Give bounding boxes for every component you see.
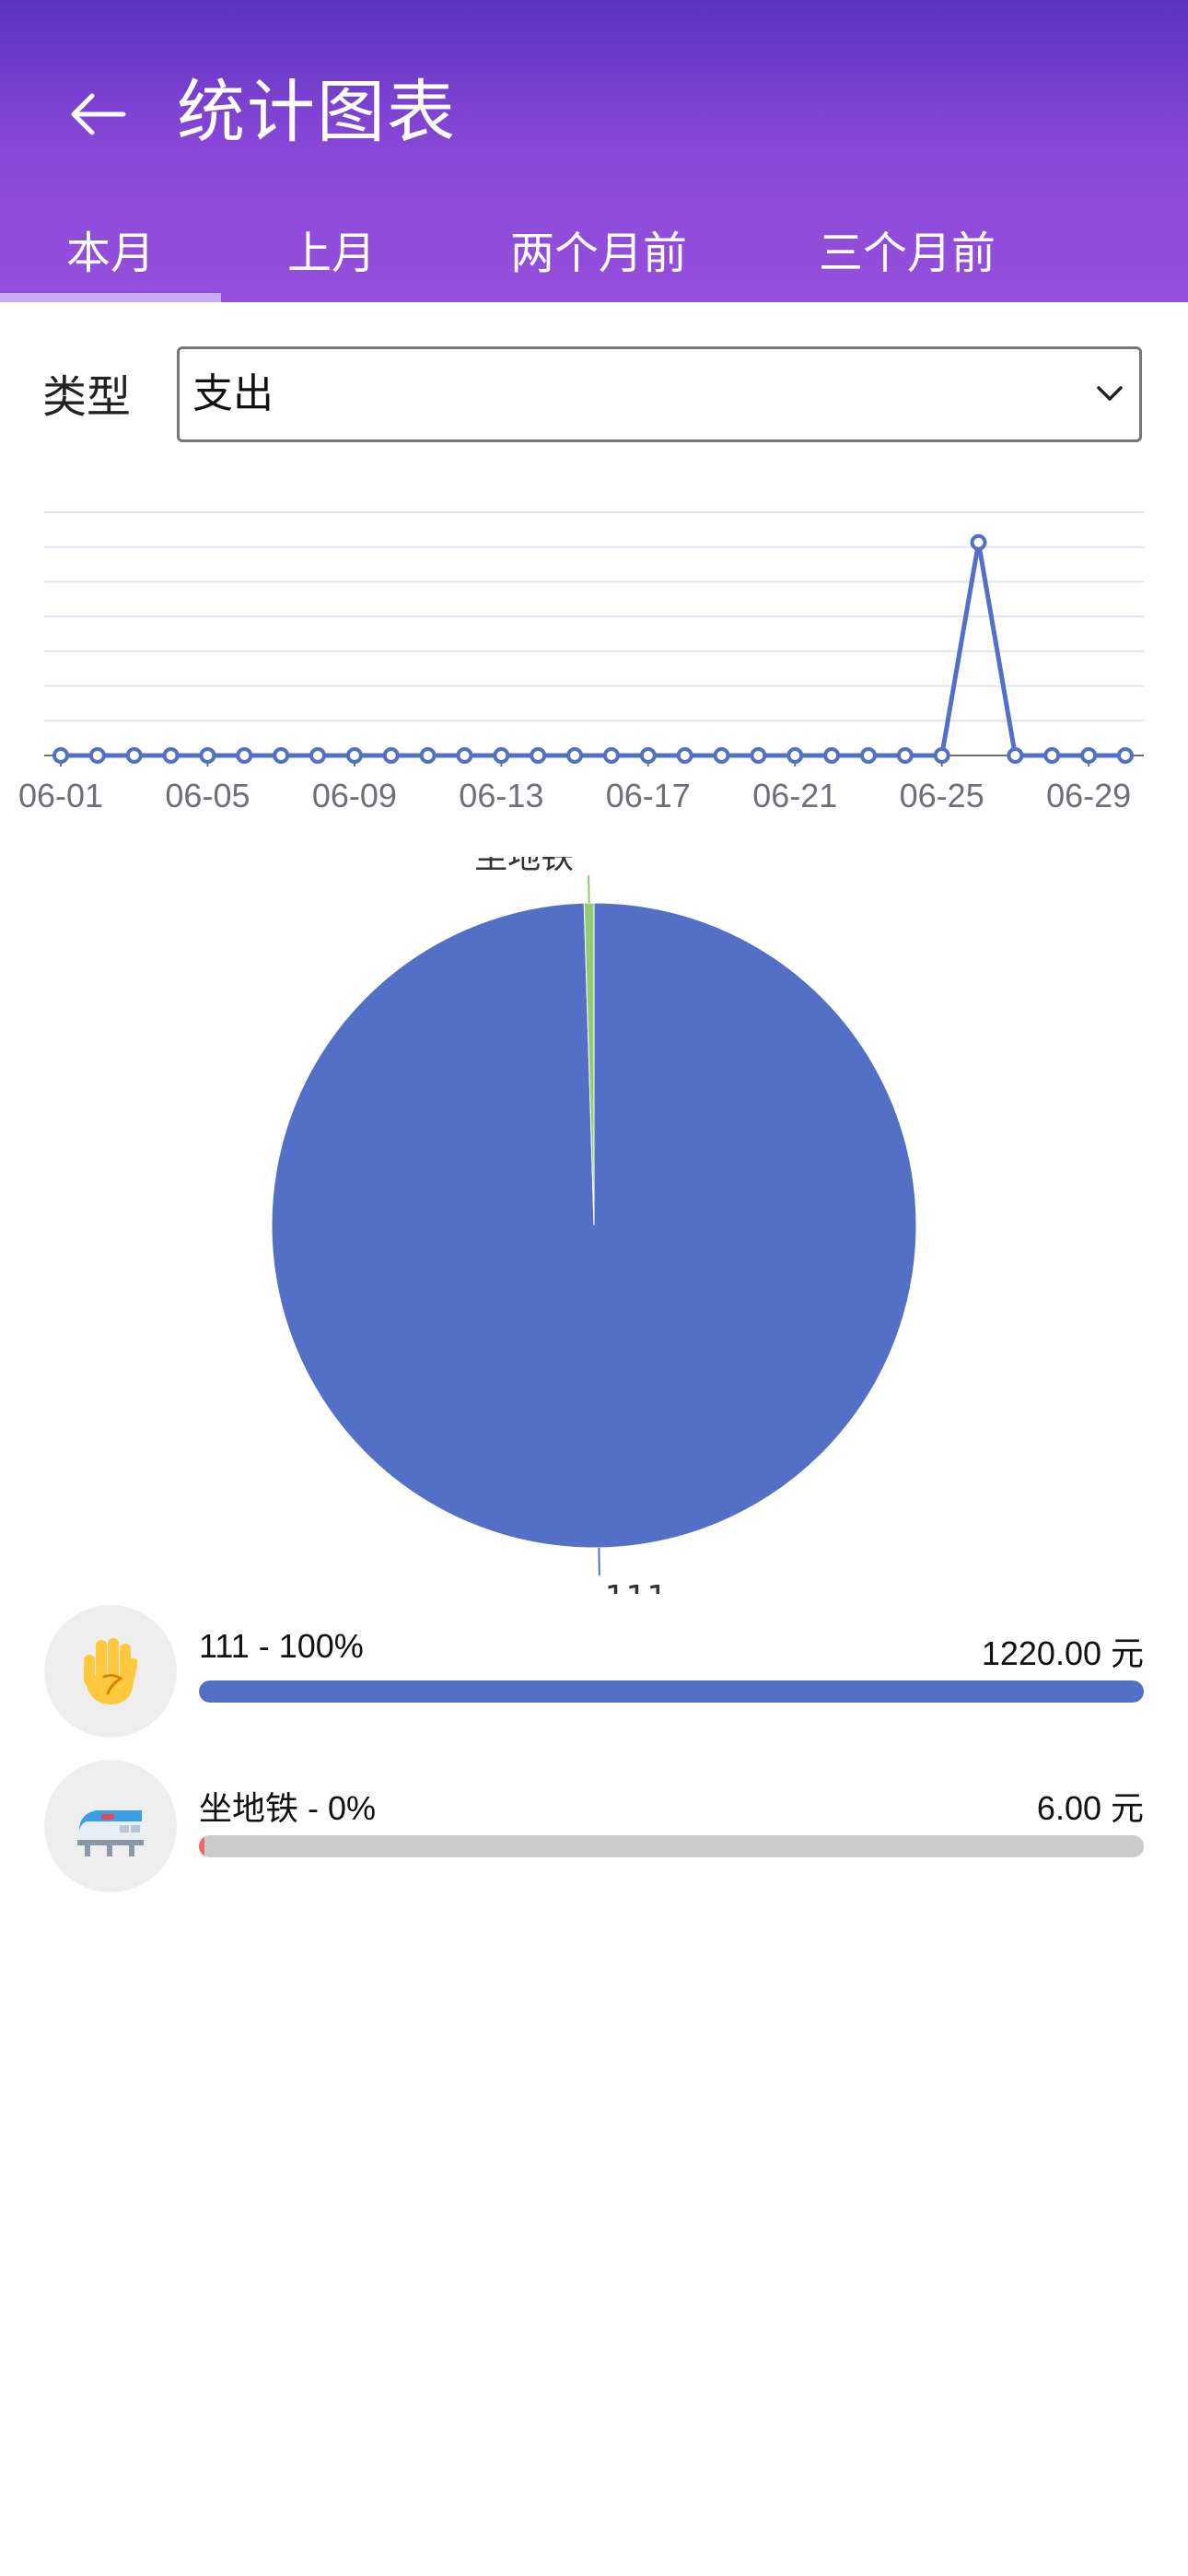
category-list: 111 - 100% 1220.00 元 坐地铁 - 0% 6.00 元 (0, 1603, 1188, 1913)
category-pie-chart: 111 坐地铁 (271, 857, 917, 1594)
data-point[interactable] (456, 747, 473, 764)
data-point[interactable] (713, 747, 730, 764)
data-point[interactable] (786, 747, 804, 764)
data-point[interactable] (52, 747, 69, 764)
data-point[interactable] (602, 747, 620, 764)
x-tick-label: 06-17 (606, 777, 691, 814)
data-point[interactable] (345, 747, 363, 764)
app-header: 统计图表 本月 上月 两个月前 三个月前 (0, 0, 1188, 302)
back-button[interactable] (57, 74, 138, 155)
data-point[interactable] (676, 747, 693, 764)
data-point[interactable] (493, 747, 510, 764)
x-tick-label: 06-01 (18, 777, 103, 814)
data-point[interactable] (639, 747, 657, 764)
type-select[interactable]: 支出 (177, 346, 1142, 442)
daily-line-chart: 06-01 06-05 06-09 06-13 06-17 06-21 06-25 06-29 (18, 511, 1144, 814)
data-point[interactable] (933, 747, 950, 764)
x-tick-label: 06-21 (752, 777, 837, 814)
x-tick-label: 06-05 (165, 777, 250, 814)
data-point[interactable] (970, 533, 987, 551)
arrow-left-icon (71, 93, 126, 135)
x-tick-label: 06-25 (900, 777, 984, 814)
data-point[interactable] (273, 747, 290, 764)
tab-this-month[interactable]: 本月 (65, 228, 155, 279)
category-icon-container (44, 1605, 177, 1738)
active-tab-indicator (0, 293, 221, 302)
data-point[interactable] (382, 747, 400, 764)
category-progress-fill (199, 1835, 204, 1857)
data-point[interactable] (1117, 747, 1134, 764)
category-row[interactable]: 坐地铁 - 0% 6.00 元 (0, 1758, 1188, 1913)
chevron-down-icon (1097, 386, 1123, 401)
data-point[interactable] (309, 747, 327, 764)
tab-last-month[interactable]: 上月 (286, 228, 376, 279)
train-icon (77, 1810, 144, 1856)
raised-hand-icon (84, 1638, 138, 1704)
data-point[interactable] (530, 747, 547, 764)
data-point[interactable] (125, 747, 143, 764)
category-name: 111 - 100% (199, 1627, 364, 1665)
x-tick-label: 06-29 (1046, 777, 1131, 814)
data-point[interactable] (1080, 747, 1098, 764)
data-point[interactable] (566, 747, 584, 764)
data-point[interactable] (162, 747, 180, 764)
data-point[interactable] (750, 747, 767, 764)
tab-two-months-ago[interactable]: 两个月前 (509, 228, 687, 279)
data-point[interactable] (859, 747, 877, 764)
x-tick-label: 06-09 (312, 777, 397, 814)
category-progress-bar (199, 1835, 1144, 1857)
period-tabs: 本月 上月 两个月前 三个月前 (0, 195, 1188, 302)
tab-three-months-ago[interactable]: 三个月前 (818, 228, 996, 279)
category-name: 坐地铁 - 0% (199, 1789, 377, 1827)
data-point[interactable] (823, 747, 841, 764)
type-label: 类型 (42, 371, 132, 423)
x-tick-label: 06-13 (459, 777, 543, 814)
data-point[interactable] (896, 747, 914, 764)
pie-slice[interactable] (583, 902, 595, 1226)
data-point[interactable] (1007, 747, 1024, 764)
category-row[interactable]: 111 - 100% 1220.00 元 (0, 1603, 1188, 1758)
pie-slice-label: 坐地铁 (474, 857, 574, 876)
data-point[interactable] (419, 747, 437, 764)
pie-slice-label: 111 (604, 1579, 668, 1594)
data-point[interactable] (199, 747, 216, 764)
data-point[interactable] (1043, 747, 1061, 764)
category-icon-container (44, 1760, 177, 1892)
category-progress-bar (199, 1680, 1144, 1703)
type-select-value: 支出 (192, 370, 274, 417)
data-point[interactable] (236, 747, 253, 764)
series-line (61, 540, 1125, 758)
category-progress-fill (199, 1680, 1144, 1703)
category-amount: 1220.00 元 (981, 1634, 1144, 1672)
page-title: 统计图表 (177, 73, 457, 152)
category-amount: 6.00 元 (1036, 1789, 1144, 1827)
data-point[interactable] (88, 747, 106, 764)
